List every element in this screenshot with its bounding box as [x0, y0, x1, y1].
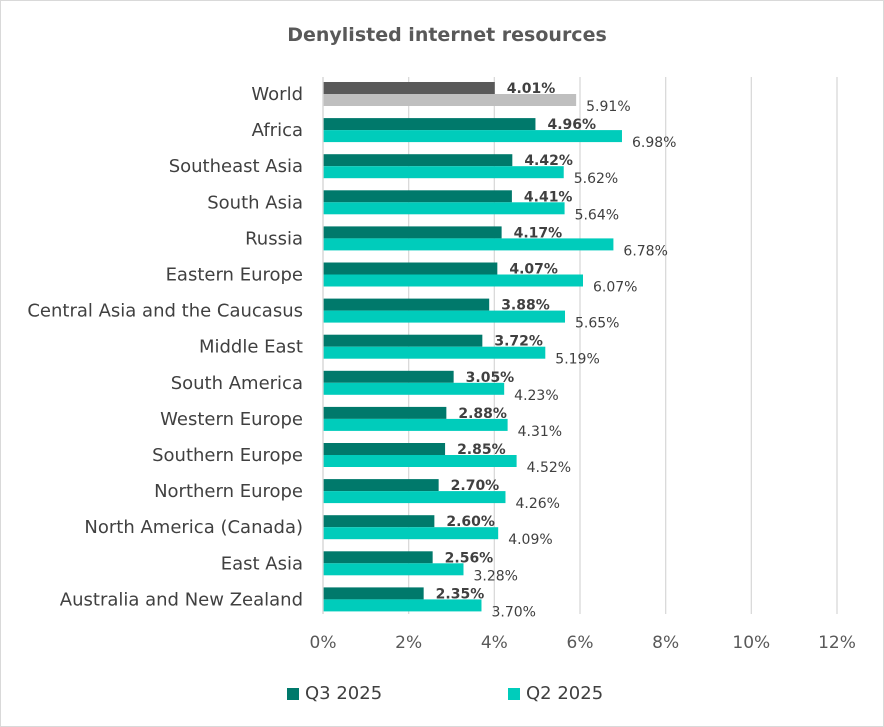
bar-q3: [323, 479, 439, 492]
category-label: North America (Canada): [84, 517, 303, 538]
category-label: South Asia: [207, 192, 303, 213]
data-label-q3: 2.88%: [458, 406, 507, 422]
bar-q3: [323, 551, 433, 564]
category-label: World: [251, 84, 303, 105]
bar-q3: [323, 406, 447, 419]
bar-q3: [323, 262, 498, 275]
bar-q2: [323, 382, 505, 395]
data-label-q2: 4.23%: [514, 388, 558, 404]
category-label: Central Asia and the Caucasus: [27, 301, 303, 322]
data-label-q3: 2.70%: [451, 478, 500, 494]
category-label: Middle East: [199, 337, 303, 358]
bar-q2: [323, 599, 482, 612]
bar-q3: [323, 82, 495, 94]
data-label-q3: 3.88%: [501, 298, 550, 314]
category-label: South America: [171, 373, 303, 394]
data-label-q3: 4.17%: [514, 225, 563, 241]
data-label-q3: 2.35%: [436, 586, 485, 602]
data-label-q2: 3.70%: [491, 604, 535, 620]
data-label-q3: 4.96%: [547, 117, 596, 133]
bar-q3: [323, 298, 490, 311]
bar-q2: [323, 563, 464, 576]
bar-q3: [323, 190, 512, 203]
data-label-q2: 6.78%: [623, 243, 667, 259]
data-label-q3: 4.42%: [524, 153, 573, 169]
data-label-q2: 5.91%: [586, 99, 630, 115]
legend-label-q2: Q2 2025: [526, 683, 604, 704]
data-label-q3: 4.41%: [524, 189, 573, 205]
category-label: Russia: [245, 228, 303, 249]
data-label-q2: 5.65%: [575, 316, 619, 332]
bar-q2: [323, 418, 508, 431]
data-label-q3: 2.85%: [457, 442, 506, 458]
bar-q2: [323, 166, 564, 179]
category-label: Australia and New Zealand: [60, 589, 303, 610]
bar-q2: [323, 491, 506, 504]
bar-q3: [323, 370, 454, 383]
data-label-q3: 2.60%: [446, 514, 495, 530]
data-label-q2: 6.07%: [593, 280, 637, 296]
x-tick-label: 6%: [567, 633, 594, 653]
data-label-q2: 4.52%: [527, 460, 571, 476]
bar-q2: [323, 274, 583, 287]
category-label: Southeast Asia: [169, 156, 303, 177]
category-label: Africa: [252, 120, 303, 141]
bar-q3: [323, 154, 513, 167]
category-label: Northern Europe: [154, 481, 303, 502]
bar-q2: [323, 455, 517, 467]
bar-q3: [323, 515, 435, 528]
bar-q2: [323, 238, 614, 251]
legend-label-q3: Q3 2025: [305, 683, 383, 704]
bar-q2: [323, 527, 499, 540]
bar-q3: [323, 334, 483, 347]
bar-q3: [323, 118, 536, 131]
bar-q2: [323, 310, 566, 323]
category-label: Eastern Europe: [166, 265, 303, 286]
category-label: Southern Europe: [152, 445, 303, 466]
bar-q3: [323, 226, 502, 239]
x-tick-label: 4%: [481, 633, 508, 653]
data-label-q3: 2.56%: [445, 550, 494, 566]
data-label-q3: 4.01%: [507, 81, 556, 97]
x-tick-label: 10%: [732, 633, 770, 653]
bar-q3: [323, 443, 446, 455]
legend-swatch-q2: [508, 687, 520, 700]
chart-title: Denylisted internet resources: [287, 24, 607, 46]
x-tick-label: 8%: [652, 633, 679, 653]
bar-q2: [323, 130, 622, 143]
bar-q2: [323, 202, 565, 215]
x-tick-label: 2%: [395, 633, 422, 653]
legend-swatch-q3: [287, 687, 299, 700]
legend-item-q3: Q3 2025: [287, 683, 382, 704]
x-tick-label: 0%: [310, 633, 337, 653]
data-label-q3: 4.07%: [509, 262, 558, 278]
bar-q3: [323, 587, 424, 600]
category-label: Western Europe: [160, 409, 303, 430]
data-label-q2: 5.62%: [574, 171, 618, 187]
bar-q2: [323, 346, 546, 359]
data-label-q2: 3.28%: [473, 568, 517, 584]
bar-q2: [323, 94, 577, 106]
x-tick-label: 12%: [818, 633, 856, 653]
data-label-q2: 4.26%: [515, 496, 559, 512]
data-label-q2: 4.31%: [518, 424, 562, 440]
data-label-q3: 3.05%: [466, 370, 515, 386]
legend-item-q2: Q2 2025: [508, 683, 603, 704]
data-label-q2: 6.98%: [632, 135, 676, 151]
data-label-q2: 5.64%: [575, 207, 619, 223]
data-label-q3: 3.72%: [494, 334, 543, 350]
data-label-q2: 5.19%: [555, 352, 599, 368]
data-label-q2: 4.09%: [508, 532, 552, 548]
category-label: East Asia: [221, 553, 303, 574]
